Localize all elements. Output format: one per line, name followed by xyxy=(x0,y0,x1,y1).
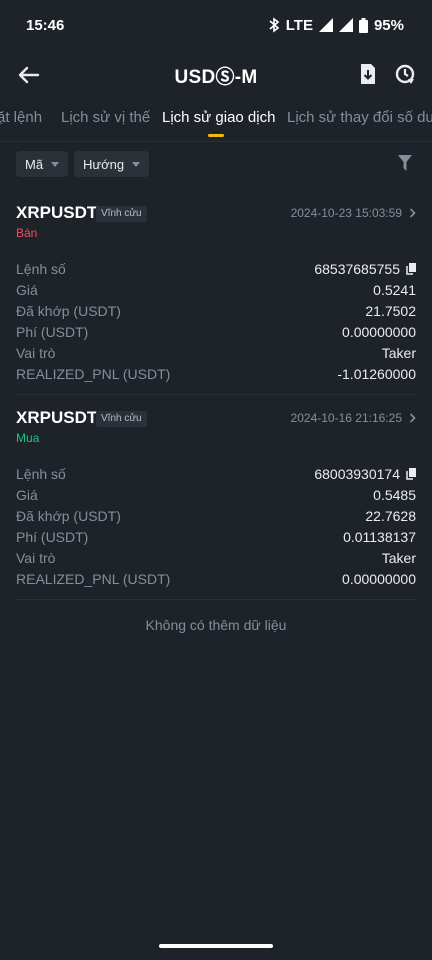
copy-icon[interactable] xyxy=(406,467,416,480)
status-time: 15:46 xyxy=(26,16,65,34)
tab-balance-history[interactable]: Lịch sử thay đổi số dư xyxy=(287,109,432,126)
detail-row-price: Giá 0.5485 xyxy=(16,484,416,505)
trade-side: Mua xyxy=(16,431,40,445)
tab-position-history[interactable]: Lịch sử vị thế xyxy=(61,109,151,126)
trade-timestamp: 2024-10-23 15:03:59 xyxy=(290,206,402,220)
signal-icon xyxy=(318,18,333,32)
tab-place-order[interactable]: ặt lệnh xyxy=(0,109,43,126)
bluetooth-icon xyxy=(269,17,280,33)
direction-filter[interactable]: Hướng xyxy=(74,151,150,177)
trade-side: Bán xyxy=(16,226,38,240)
detail-label: REALIZED_PNL (USDT) xyxy=(16,570,171,587)
status-bar: 15:46 LTE 95% xyxy=(0,0,432,50)
app-header: USDⓈ-M xyxy=(0,50,432,100)
tab-trade-history[interactable]: Lịch sử giao dịch xyxy=(162,109,276,126)
trade-symbol: XRPUSDT xyxy=(16,203,98,222)
detail-label: Đã khớp (USDT) xyxy=(16,507,121,524)
trade-symbol: XRPUSDT xyxy=(16,408,98,427)
detail-value: 0.00000000 xyxy=(342,570,416,587)
detail-value: 0.5241 xyxy=(373,281,416,298)
chevron-right-icon[interactable] xyxy=(409,208,416,218)
detail-label: Lệnh số xyxy=(16,465,66,482)
trade-card[interactable]: XRPUSDT Vĩnh cửu 2024-10-16 21:16:25 Mua… xyxy=(16,408,416,587)
detail-value: 22.7628 xyxy=(365,507,416,524)
detail-value: 0.01138137 xyxy=(343,528,416,545)
detail-row-price: Giá 0.5241 xyxy=(16,279,416,300)
network-label: LTE xyxy=(285,16,313,34)
battery-percent: 95% xyxy=(373,16,404,34)
detail-value: Taker xyxy=(381,549,416,566)
arrow-left-icon[interactable] xyxy=(16,62,42,88)
trade-card[interactable]: XRPUSDT Vĩnh cửu 2024-10-23 15:03:59 Bán… xyxy=(16,203,416,382)
detail-row-filled: Đã khớp (USDT) 22.7628 xyxy=(16,505,416,526)
download-icon[interactable] xyxy=(358,63,378,85)
detail-value-wrap: 68537685755 xyxy=(314,261,416,277)
direction-filter-label: Hướng xyxy=(83,156,125,172)
trade-card-header: XRPUSDT Vĩnh cửu 2024-10-23 15:03:59 xyxy=(16,203,416,227)
detail-label: Vai trò xyxy=(16,549,56,566)
card-divider xyxy=(16,394,416,395)
active-tab-indicator xyxy=(208,134,224,137)
trade-timestamp: 2024-10-16 21:16:25 xyxy=(290,411,402,425)
order-id-value: 68537685755 xyxy=(314,260,400,277)
chevron-right-icon[interactable] xyxy=(409,413,416,423)
detail-row-realized-pnl: REALIZED_PNL (USDT) 0.00000000 xyxy=(16,568,416,589)
detail-value: 0.5485 xyxy=(373,486,416,503)
detail-row-order-id: Lệnh số 68537685755 xyxy=(16,258,416,279)
filter-bar: Mã Hướng xyxy=(16,151,416,177)
card-divider xyxy=(16,599,416,600)
detail-label: Phí (USDT) xyxy=(16,323,89,340)
detail-row-filled: Đã khớp (USDT) 21.7502 xyxy=(16,300,416,321)
caret-down-icon xyxy=(51,161,60,167)
page-title: USDⓈ-M xyxy=(174,66,258,88)
trade-card-header: XRPUSDT Vĩnh cửu 2024-10-16 21:16:25 xyxy=(16,408,416,432)
tab-bar: ặt lệnh Lịch sử vị thế Lịch sử giao dịch… xyxy=(0,100,432,142)
detail-row-order-id: Lệnh số 68003930174 xyxy=(16,463,416,484)
detail-row-fee: Phí (USDT) 0.01138137 xyxy=(16,526,416,547)
detail-row-role: Vai trò Taker xyxy=(16,342,416,363)
detail-label: Lệnh số xyxy=(16,260,66,277)
detail-value-wrap: 68003930174 xyxy=(314,466,416,482)
detail-label: Phí (USDT) xyxy=(16,528,89,545)
detail-row-fee: Phí (USDT) 0.00000000 xyxy=(16,321,416,342)
no-more-data-message: Không có thêm dữ liệu xyxy=(145,617,287,633)
detail-label: Vai trò xyxy=(16,344,56,361)
history-icon[interactable] xyxy=(394,63,416,85)
detail-value: -1.01260000 xyxy=(337,365,416,382)
caret-down-icon xyxy=(132,161,141,167)
contract-type-badge: Vĩnh cửu xyxy=(96,206,147,222)
detail-row-realized-pnl: REALIZED_PNL (USDT) -1.01260000 xyxy=(16,363,416,384)
detail-label: REALIZED_PNL (USDT) xyxy=(16,365,171,382)
signal-icon-2 xyxy=(338,18,353,32)
copy-icon[interactable] xyxy=(406,262,416,275)
status-icons: LTE 95% xyxy=(268,17,404,34)
filter-icon[interactable] xyxy=(398,155,412,171)
order-id-value: 68003930174 xyxy=(314,465,400,482)
detail-label: Đã khớp (USDT) xyxy=(16,302,121,319)
detail-label: Giá xyxy=(16,281,38,298)
symbol-filter-label: Mã xyxy=(25,156,44,172)
detail-value: Taker xyxy=(381,344,416,361)
contract-type-badge: Vĩnh cửu xyxy=(96,411,147,427)
home-indicator[interactable] xyxy=(159,944,273,948)
detail-value: 21.7502 xyxy=(365,302,416,319)
detail-label: Giá xyxy=(16,486,38,503)
detail-row-role: Vai trò Taker xyxy=(16,547,416,568)
battery-icon xyxy=(358,17,368,33)
detail-value: 0.00000000 xyxy=(342,323,416,340)
symbol-filter[interactable]: Mã xyxy=(16,151,69,177)
